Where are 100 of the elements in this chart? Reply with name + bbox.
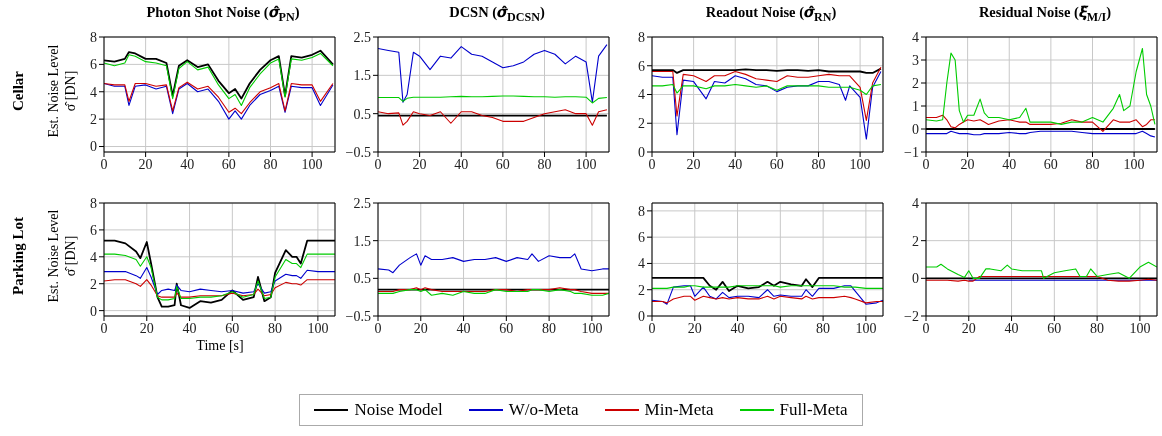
x-tick-label: 60 (225, 320, 240, 336)
y-tick-label: −0.5 (345, 144, 371, 160)
y-tick-label: 4 (912, 195, 919, 211)
x-tick-label: 100 (855, 320, 877, 336)
text: Cellar (9, 71, 27, 111)
x-tick-label: 60 (769, 156, 784, 172)
y-tick-label: 1 (912, 98, 919, 114)
x-tick-label: 0 (922, 156, 930, 172)
x-tick-label: 40 (454, 156, 469, 172)
y-tick-label: 0 (638, 144, 645, 160)
y-tick-label: 2 (90, 276, 97, 292)
y-tick-label: 4 (638, 87, 645, 103)
x-tick-label: 80 (542, 320, 557, 336)
y-tick-label: 0 (90, 139, 97, 155)
x-tick-label: 20 (960, 156, 975, 172)
y-tick-label: 2 (638, 116, 645, 132)
y-tick-label: −1 (904, 144, 919, 160)
y-tick-label: −0.5 (345, 308, 371, 324)
line-series (378, 44, 608, 103)
x-tick-label: 60 (1043, 156, 1058, 172)
chart-title: DCSN (𝝈̂$_{DCSN}$) (449, 4, 545, 24)
x-tick-label: 20 (139, 320, 154, 336)
line-series (652, 295, 883, 304)
y-tick-label: 0.5 (353, 271, 371, 287)
line-series (104, 279, 335, 298)
x-tick-label: 0 (648, 156, 656, 172)
y-tick-label: 6 (90, 222, 97, 238)
text: Parking Lot (9, 217, 27, 295)
y-tick-label: 6 (638, 58, 645, 74)
legend-label: Full-Meta (779, 400, 848, 420)
x-tick-label: 60 (221, 156, 236, 172)
x-tick-label: 0 (922, 320, 930, 336)
x-tick-label: 100 (1129, 320, 1151, 336)
x-tick-label: 40 (180, 156, 195, 172)
x-tick-label: 100 (575, 156, 597, 172)
y-axis-title: Est. Noise Level σ̂ [DN] (46, 44, 78, 138)
y-tick-label: 1.5 (353, 233, 371, 249)
x-tick-label: 0 (648, 320, 656, 336)
y-tick-label: 4 (912, 29, 919, 45)
y-tick-label: 8 (638, 29, 645, 45)
x-tick-label: 0 (100, 320, 108, 336)
y-tick-label: 0.5 (353, 106, 371, 122)
x-tick-label: 80 (537, 156, 552, 172)
x-tick-label: 80 (816, 320, 831, 336)
y-tick-label: 4 (90, 249, 97, 265)
y-tick-label: 8 (90, 195, 97, 211)
legend-label: Noise Model (354, 400, 443, 420)
line-series (652, 285, 883, 305)
x-tick-label: 20 (686, 156, 701, 172)
y-tick-label: 2 (90, 112, 97, 128)
x-tick-label: 80 (1090, 320, 1105, 336)
x-tick-label: 40 (456, 320, 471, 336)
y-tick-label: 2 (912, 233, 919, 249)
y-tick-label: −2 (904, 308, 919, 324)
chart-title: Photon Shot Noise (𝝈̂$_{PN}$) (146, 4, 300, 24)
x-tick-label: 40 (728, 156, 743, 172)
chart-title: Readout Noise (𝝈̂$_{RN}$) (705, 4, 837, 24)
x-tick-label: 80 (263, 156, 278, 172)
x-axis-title: Time [s] (196, 338, 244, 353)
x-tick-label: 40 (1004, 320, 1019, 336)
y-tick-label: 6 (90, 57, 97, 73)
x-tick-label: 80 (1085, 156, 1100, 172)
y-tick-label: 4 (638, 256, 645, 272)
line-series (104, 267, 335, 296)
x-tick-label: 100 (581, 320, 603, 336)
x-tick-label: 0 (374, 156, 382, 172)
y-tick-label: 8 (90, 29, 97, 45)
x-tick-label: 0 (374, 320, 382, 336)
chart-title: Residual Noise (𝝃̂$_{M/I}$) (978, 4, 1112, 24)
x-tick-label: 20 (412, 156, 427, 172)
x-tick-label: 100 (301, 156, 323, 172)
x-tick-label: 40 (730, 320, 745, 336)
line-series (378, 95, 608, 104)
x-tick-label: 0 (100, 156, 108, 172)
x-tick-label: 80 (268, 320, 283, 336)
y-tick-label: 0 (90, 303, 97, 319)
x-tick-label: 100 (1123, 156, 1145, 172)
y-tick-label: 2.5 (353, 29, 371, 45)
line-series (652, 70, 882, 140)
x-tick-label: 20 (961, 320, 976, 336)
line-series (926, 47, 1156, 125)
line-series (104, 253, 335, 301)
y-tick-label: 3 (912, 52, 919, 68)
x-tick-label: 20 (138, 156, 153, 172)
y-tick-label: 1.5 (353, 68, 371, 84)
x-tick-label: 40 (182, 320, 197, 336)
legend-label: Min-Meta (644, 400, 714, 420)
line-series (104, 52, 334, 106)
x-tick-label: 60 (495, 156, 510, 172)
x-tick-label: 20 (413, 320, 428, 336)
x-tick-label: 100 (307, 320, 329, 336)
line-series (652, 66, 882, 121)
y-tick-label: 2 (912, 75, 919, 91)
line-series (652, 83, 882, 96)
legend-label: W/o-Meta (508, 400, 579, 420)
y-tick-label: 4 (90, 84, 97, 100)
x-tick-label: 100 (849, 156, 871, 172)
y-tick-label: 2.5 (353, 195, 371, 211)
x-tick-label: 20 (687, 320, 702, 336)
y-tick-label: 8 (638, 203, 645, 219)
